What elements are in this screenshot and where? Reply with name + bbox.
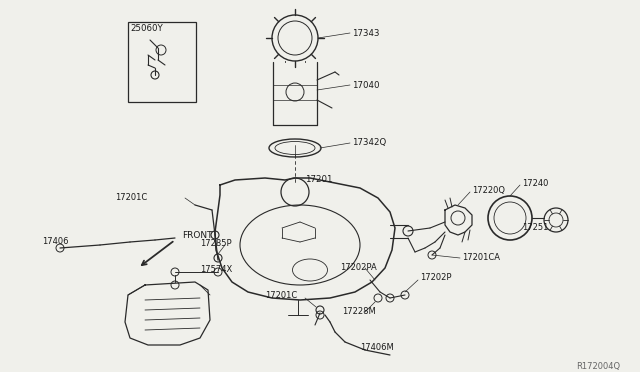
Text: 17342Q: 17342Q (352, 138, 387, 148)
Text: FRONT: FRONT (182, 231, 212, 241)
Text: 17574X: 17574X (200, 266, 232, 275)
Text: 17240: 17240 (522, 179, 548, 187)
Text: 17251: 17251 (522, 224, 548, 232)
Text: R172004Q: R172004Q (576, 362, 620, 371)
Text: 17406: 17406 (42, 237, 68, 247)
Text: 17202P: 17202P (420, 273, 451, 282)
Bar (128, 22, 196, 102)
Text: 17201C: 17201C (265, 292, 297, 301)
Text: 17201CA: 17201CA (462, 253, 500, 263)
Text: 25060Y: 25060Y (130, 24, 163, 33)
Text: 17202PA: 17202PA (340, 263, 377, 273)
Text: 17228M: 17228M (342, 308, 376, 317)
Text: 17220Q: 17220Q (472, 186, 505, 195)
Text: 17040: 17040 (352, 80, 380, 90)
Text: 17406M: 17406M (360, 343, 394, 353)
Text: 17201: 17201 (305, 176, 333, 185)
Text: 17343: 17343 (352, 29, 380, 38)
Text: 17201C: 17201C (115, 193, 147, 202)
Text: 17285P: 17285P (200, 240, 232, 248)
